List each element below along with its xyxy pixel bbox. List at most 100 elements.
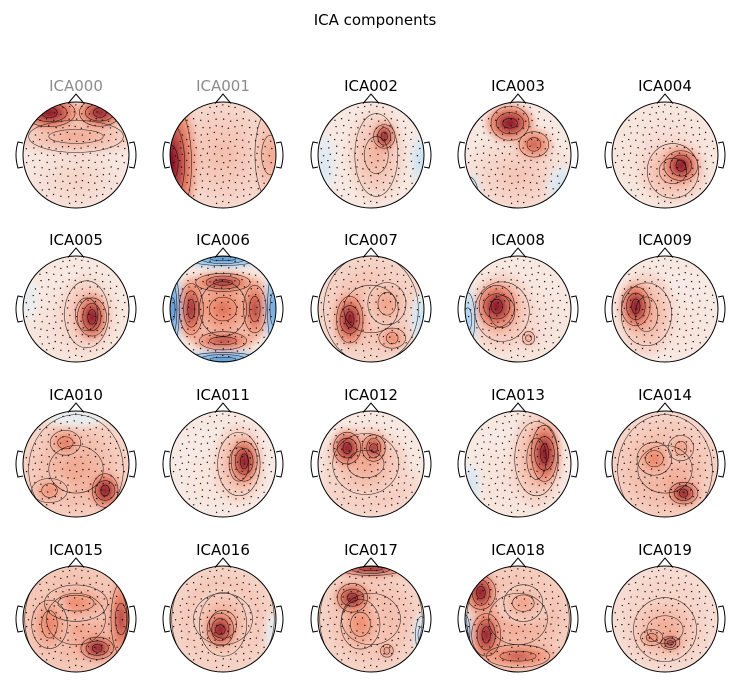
sensor-dot <box>651 591 653 593</box>
sensor-dot <box>391 504 393 506</box>
sensor-dot <box>320 470 323 473</box>
component-panel[interactable]: ICA011 <box>153 386 293 536</box>
sensor-dot <box>402 584 405 586</box>
sensor-dot <box>389 182 391 184</box>
sensor-dot <box>81 665 83 668</box>
sensor-dot <box>496 625 498 627</box>
contour-line <box>199 331 247 351</box>
component-panel[interactable]: ICA017 <box>301 541 441 691</box>
sensor-dot <box>96 484 98 487</box>
sensor-dot <box>523 201 525 204</box>
sensor-dot <box>650 603 652 606</box>
component-panel[interactable]: ICA019 <box>595 541 735 691</box>
sensor-dot <box>517 118 520 120</box>
sensor-dot <box>115 307 117 309</box>
component-panel[interactable]: ICA012 <box>301 386 441 536</box>
component-panel[interactable]: ICA018 <box>448 541 588 691</box>
sensor-dot <box>55 302 57 304</box>
sensor-dot <box>209 106 211 109</box>
sensor-dot <box>362 350 365 352</box>
component-panel[interactable]: ICA007 <box>301 231 441 381</box>
component-panel[interactable]: ICA014 <box>595 386 735 536</box>
left-ear-icon <box>604 605 613 633</box>
sensor-dot <box>80 281 83 283</box>
left-ear-icon <box>162 605 171 633</box>
sensor-dot <box>641 327 644 330</box>
sensor-dot <box>229 140 232 143</box>
sensor-dot <box>391 420 393 422</box>
sensor-dot <box>95 118 97 120</box>
contour-line <box>377 127 392 146</box>
component-panel[interactable]: ICA010 <box>6 386 146 536</box>
component-panel[interactable]: ICA003 <box>448 77 588 227</box>
sensor-dot <box>96 195 98 197</box>
sensor-dot <box>404 591 407 593</box>
contour-line <box>323 256 419 362</box>
contour-line <box>170 122 186 204</box>
sensor-dot <box>410 131 413 134</box>
sensor-dot <box>556 329 559 331</box>
sensor-dot <box>622 166 625 168</box>
sensor-dot <box>200 428 202 430</box>
sensor-dot <box>502 659 504 662</box>
sensor-dot <box>261 329 264 331</box>
component-panel[interactable]: ICA006 <box>153 231 293 381</box>
sensor-dot <box>376 443 379 445</box>
component-panel[interactable]: ICA008 <box>448 231 588 381</box>
sensor-dot <box>39 623 41 626</box>
sensor-dot <box>559 145 561 148</box>
component-panel[interactable]: ICA002 <box>301 77 441 227</box>
component-panel[interactable]: ICA001 <box>153 77 293 227</box>
sensor-dot <box>201 644 204 646</box>
sensor-dot <box>96 132 99 134</box>
sensor-dot <box>495 618 497 621</box>
field-blob <box>63 132 89 141</box>
sensor-dot <box>382 320 385 323</box>
component-panel[interactable]: ICA005 <box>6 231 146 381</box>
sensor-dot <box>663 434 665 437</box>
sensor-dot <box>243 175 245 178</box>
sensor-dot <box>101 295 103 297</box>
sensor-dot <box>242 632 244 635</box>
sensor-dot <box>705 491 707 493</box>
field-blob <box>465 180 476 204</box>
sensor-dot <box>384 583 386 586</box>
contour-line <box>666 640 674 646</box>
sensor-dot <box>220 265 222 267</box>
sensor-dot <box>62 281 64 283</box>
component-panel[interactable]: ICA009 <box>595 231 735 381</box>
sensor-dot <box>690 583 692 585</box>
sensor-dot <box>391 188 393 191</box>
sensor-dot <box>89 196 92 198</box>
sensor-dot <box>73 322 75 324</box>
sensor-dot <box>328 611 330 613</box>
sensor-dot <box>329 288 332 290</box>
sensor-dot <box>123 315 125 318</box>
sensor-dot <box>53 288 55 290</box>
sensor-dot <box>690 141 692 143</box>
sensor-dot <box>670 510 672 513</box>
sensor-dot <box>220 322 222 324</box>
sensor-dot <box>621 159 623 162</box>
sensor-dot <box>214 145 217 148</box>
sensor-dot <box>628 645 630 648</box>
sensor-dot <box>651 127 653 129</box>
sensor-dot <box>66 343 69 345</box>
component-panel[interactable]: ICA004 <box>595 77 735 227</box>
sensor-dot <box>375 187 378 189</box>
sensor-dot <box>54 180 57 182</box>
component-panel[interactable]: ICA015 <box>6 541 146 691</box>
sensor-dot <box>368 341 370 344</box>
sensor-dot <box>222 335 224 337</box>
sensor-dot <box>370 664 372 667</box>
sensor-dot <box>102 457 104 459</box>
sensor-dot <box>32 449 34 452</box>
sensor-dot <box>68 434 70 436</box>
component-panel[interactable]: ICA016 <box>153 541 293 691</box>
component-panel[interactable]: ICA013 <box>448 386 588 536</box>
sensor-dot <box>329 637 331 639</box>
sensor-dot <box>76 140 78 143</box>
sensor-dot <box>397 347 399 350</box>
sensor-dot <box>193 639 195 642</box>
component-panel[interactable]: ICA000 <box>6 77 146 227</box>
